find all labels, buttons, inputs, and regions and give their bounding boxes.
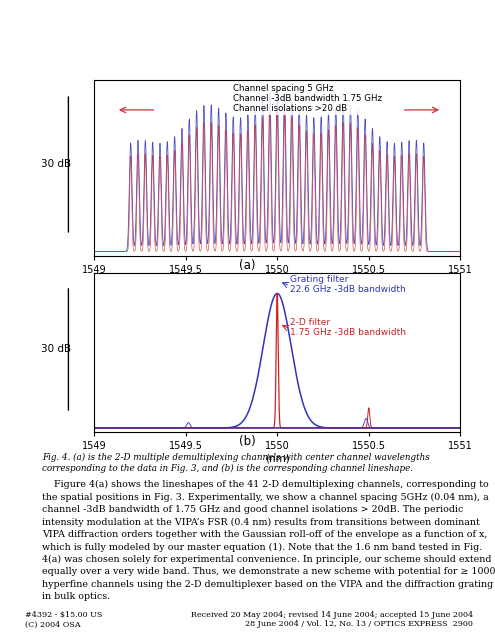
Text: 2-D filter
1.75 GHz -3dB bandwidth: 2-D filter 1.75 GHz -3dB bandwidth [290,317,406,337]
Text: hyperfine channels using the 2-D demultiplexer based on the VIPA and the diffrac: hyperfine channels using the 2-D demulti… [42,580,494,589]
Text: #4392 - $15.00 US
(C) 2004 OSA: #4392 - $15.00 US (C) 2004 OSA [25,611,102,628]
Text: Channel spacing 5 GHz
Channel -3dB bandwidth 1.75 GHz
Channel isolations >20 dB: Channel spacing 5 GHz Channel -3dB bandw… [233,83,382,113]
Text: corresponding to the data in Fig. 3, and (b) is the corresponding channel linesh: corresponding to the data in Fig. 3, and… [42,464,413,473]
Text: equally over a very wide band. Thus, we demonstrate a new scheme with potential : equally over a very wide band. Thus, we … [42,568,495,577]
X-axis label: (nm): (nm) [265,454,290,464]
Text: the spatial positions in Fig. 3. Experimentally, we show a channel spacing 5GHz : the spatial positions in Fig. 3. Experim… [42,493,489,502]
Text: Grating filter
22.6 GHz -3dB bandwidth: Grating filter 22.6 GHz -3dB bandwidth [290,275,406,294]
Text: intensity modulation at the VIPA’s FSR (0.4 nm) results from transitions between: intensity modulation at the VIPA’s FSR (… [42,517,480,527]
Text: (a): (a) [239,259,256,272]
Text: channel -3dB bandwidth of 1.75 GHz and good channel isolations > 20dB. The perio: channel -3dB bandwidth of 1.75 GHz and g… [42,505,463,514]
Text: 30 dB: 30 dB [41,159,71,170]
Text: Fig. 4. (a) is the 2-D multiple demultiplexing channels with center channel wave: Fig. 4. (a) is the 2-D multiple demultip… [42,452,430,461]
X-axis label: Lamda (nm): Lamda (nm) [246,278,309,288]
Text: which is fully modeled by our master equation (1). Note that the 1.6 nm band tes: which is fully modeled by our master equ… [42,543,482,552]
Text: 4(a) was chosen solely for experimental convenience. In principle, our scheme sh: 4(a) was chosen solely for experimental … [42,555,492,564]
Text: 30 dB: 30 dB [41,344,71,355]
Text: Figure 4(a) shows the lineshapes of the 41 2-D demultiplexing channels, correspo: Figure 4(a) shows the lineshapes of the … [42,480,489,489]
Text: Received 20 May 2004; revised 14 June 2004; accepted 15 June 2004
28 June 2004 /: Received 20 May 2004; revised 14 June 20… [191,611,473,628]
Text: VIPA diffraction orders together with the Gaussian roll-off of the envelope as a: VIPA diffraction orders together with th… [42,530,488,539]
Text: (b): (b) [239,435,256,448]
Text: in bulk optics.: in bulk optics. [42,593,110,602]
